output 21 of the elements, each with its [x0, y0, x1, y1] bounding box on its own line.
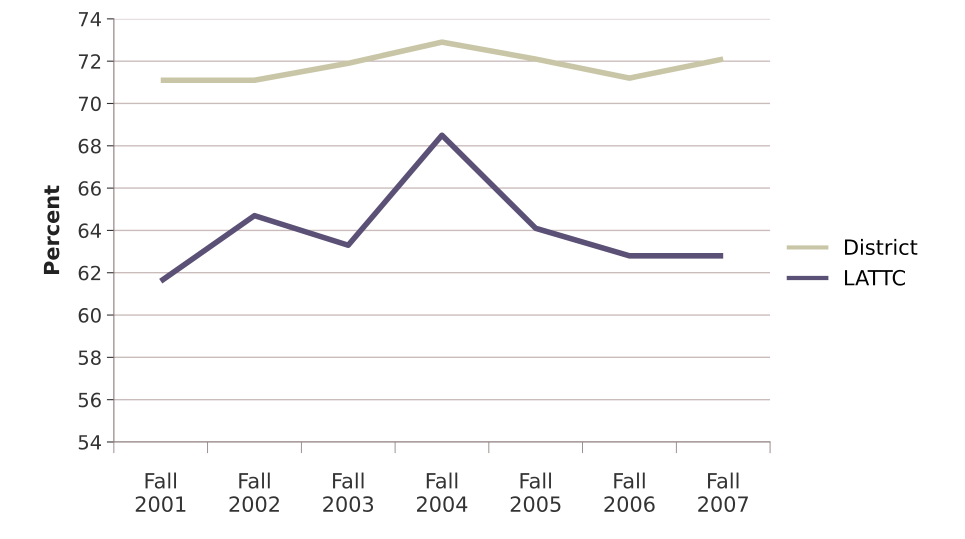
y-tick-label: 66	[78, 181, 101, 196]
y-tick-label: 62	[78, 266, 100, 280]
x-tick-label: Fall 2007	[698, 472, 748, 512]
y-tick-label: 70	[78, 96, 101, 112]
legend-label: District	[845, 238, 918, 256]
x-tick-label: Fall 2005	[510, 472, 560, 512]
x-tick-label: Fall 2002	[230, 472, 279, 512]
y-tick-label: 58	[78, 350, 101, 366]
x-tick-label: Fall 2001	[136, 472, 186, 512]
x-tick-label: Fall 2003	[323, 472, 374, 512]
y-tick-label: 56	[78, 392, 101, 408]
legend-label: LATTC	[845, 270, 905, 286]
x-tick-label: Fall 2004	[416, 472, 468, 512]
y-tick-label: 68	[78, 138, 101, 154]
y-tick-label: 72	[78, 54, 100, 69]
y-tick-label: 64	[78, 223, 101, 238]
y-tick-label: 60	[78, 308, 101, 323]
x-tick-label: Fall 2006	[604, 472, 655, 512]
y-axis-title: Percent	[44, 185, 60, 274]
y-tick-label: 54	[78, 435, 101, 450]
y-tick-label: 74	[78, 12, 101, 26]
